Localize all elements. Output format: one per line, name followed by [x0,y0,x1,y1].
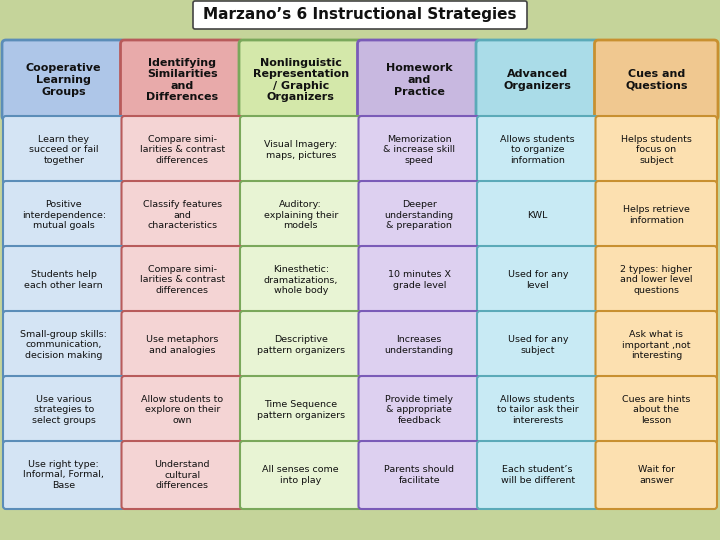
FancyBboxPatch shape [358,40,481,120]
Text: 10 minutes X
grade level: 10 minutes X grade level [388,271,451,289]
FancyBboxPatch shape [239,40,362,120]
Text: Understand
cultural
differences: Understand cultural differences [155,460,210,490]
FancyBboxPatch shape [595,181,717,249]
Text: Allows students
to tailor ask their
intererests: Allows students to tailor ask their inte… [497,395,579,425]
Text: Use metaphors
and analogies: Use metaphors and analogies [146,335,218,355]
FancyBboxPatch shape [477,311,598,379]
FancyBboxPatch shape [359,246,480,314]
FancyBboxPatch shape [3,181,125,249]
Text: Small-group skills:
communication,
decision making: Small-group skills: communication, decis… [20,330,107,360]
Text: Cues are hints
about the
lesson: Cues are hints about the lesson [622,395,690,425]
FancyBboxPatch shape [359,311,480,379]
FancyBboxPatch shape [240,116,361,184]
Text: Wait for
answer: Wait for answer [638,465,675,485]
Text: Compare simi-
larities & contrast
differences: Compare simi- larities & contrast differ… [140,265,225,295]
FancyBboxPatch shape [477,246,598,314]
Text: Helps retrieve
information: Helps retrieve information [623,205,690,225]
FancyBboxPatch shape [240,376,361,444]
FancyBboxPatch shape [477,441,598,509]
Text: Each student’s
will be different: Each student’s will be different [500,465,575,485]
FancyBboxPatch shape [3,311,125,379]
Text: Parents should
facilitate: Parents should facilitate [384,465,454,485]
FancyBboxPatch shape [240,181,361,249]
Text: Auditory:
explaining their
models: Auditory: explaining their models [264,200,338,230]
FancyBboxPatch shape [477,181,598,249]
Text: Homework
and
Practice: Homework and Practice [386,63,453,97]
FancyBboxPatch shape [240,246,361,314]
FancyBboxPatch shape [122,376,243,444]
Text: Students help
each other learn: Students help each other learn [24,271,103,289]
FancyBboxPatch shape [240,311,361,379]
FancyBboxPatch shape [193,1,527,29]
Text: Deeper
understanding
& preparation: Deeper understanding & preparation [384,200,454,230]
FancyBboxPatch shape [595,376,717,444]
FancyBboxPatch shape [595,311,717,379]
FancyBboxPatch shape [122,246,243,314]
Text: Learn they
succeed or fail
together: Learn they succeed or fail together [29,135,99,165]
Text: Used for any
level: Used for any level [508,271,568,289]
Text: Nonlinguistic
Representation
/ Graphic
Organizers: Nonlinguistic Representation / Graphic O… [253,58,348,103]
Text: Cooperative
Learning
Groups: Cooperative Learning Groups [26,63,102,97]
FancyBboxPatch shape [122,441,243,509]
FancyBboxPatch shape [595,246,717,314]
FancyBboxPatch shape [595,441,717,509]
Text: Identifying
Similarities
and
Differences: Identifying Similarities and Differences [146,58,218,103]
Text: Marzano’s 6 Instructional Strategies: Marzano’s 6 Instructional Strategies [203,8,517,23]
Text: Helps students
focus on
subject: Helps students focus on subject [621,135,692,165]
Text: Used for any
subject: Used for any subject [508,335,568,355]
Text: Ask what is
important ,not
interesting: Ask what is important ,not interesting [622,330,690,360]
Text: Time Sequence
pattern organizers: Time Sequence pattern organizers [257,400,345,420]
Text: 2 types: higher
and lower level
questions: 2 types: higher and lower level question… [620,265,693,295]
Text: Visual Imagery:
maps, pictures: Visual Imagery: maps, pictures [264,140,338,160]
FancyBboxPatch shape [595,116,717,184]
Text: Use various
strategies to
select groups: Use various strategies to select groups [32,395,96,425]
FancyBboxPatch shape [476,40,600,120]
FancyBboxPatch shape [122,181,243,249]
FancyBboxPatch shape [120,40,244,120]
FancyBboxPatch shape [3,116,125,184]
Text: Compare simi-
larities & contrast
differences: Compare simi- larities & contrast differ… [140,135,225,165]
FancyBboxPatch shape [3,246,125,314]
FancyBboxPatch shape [122,116,243,184]
FancyBboxPatch shape [3,376,125,444]
Text: All senses come
into play: All senses come into play [262,465,339,485]
FancyBboxPatch shape [3,441,125,509]
Text: Advanced
Organizers: Advanced Organizers [504,69,572,91]
Text: Classify features
and
characteristics: Classify features and characteristics [143,200,222,230]
Text: Allows students
to organize
information: Allows students to organize information [500,135,575,165]
Text: Kinesthetic:
dramatizations,
whole body: Kinesthetic: dramatizations, whole body [264,265,338,295]
FancyBboxPatch shape [477,376,598,444]
Text: KWL: KWL [528,211,548,219]
Text: Cues and
Questions: Cues and Questions [625,69,688,91]
FancyBboxPatch shape [359,181,480,249]
FancyBboxPatch shape [359,116,480,184]
FancyBboxPatch shape [2,40,125,120]
FancyBboxPatch shape [240,441,361,509]
Text: Memorization
& increase skill
speed: Memorization & increase skill speed [383,135,455,165]
Text: Provide timely
& appropriate
feedback: Provide timely & appropriate feedback [385,395,454,425]
Text: Use right type:
Informal, Formal,
Base: Use right type: Informal, Formal, Base [23,460,104,490]
FancyBboxPatch shape [477,116,598,184]
FancyBboxPatch shape [359,441,480,509]
Text: Allow students to
explore on their
own: Allow students to explore on their own [141,395,223,425]
FancyBboxPatch shape [595,40,718,120]
FancyBboxPatch shape [359,376,480,444]
Text: Increases
understanding: Increases understanding [384,335,454,355]
FancyBboxPatch shape [122,311,243,379]
Text: Positive
interdependence:
mutual goals: Positive interdependence: mutual goals [22,200,106,230]
Text: Descriptive
pattern organizers: Descriptive pattern organizers [257,335,345,355]
